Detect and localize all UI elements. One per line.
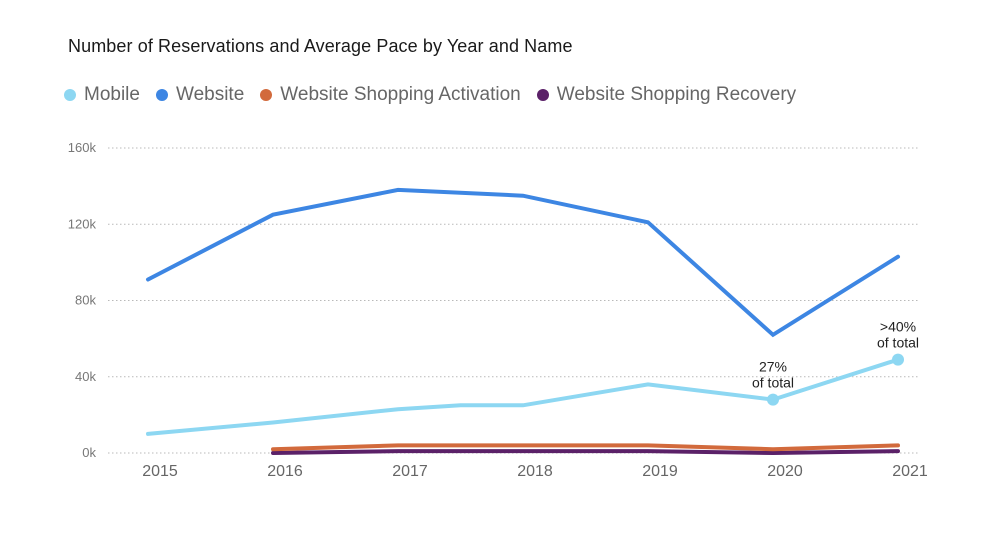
series-line-website xyxy=(146,187,900,338)
y-tick-label: 160k xyxy=(68,140,97,155)
legend: Mobile Website Website Shopping Activati… xyxy=(64,84,812,106)
x-tick-label: 2018 xyxy=(517,463,553,480)
chart-title: Number of Reservations and Average Pace … xyxy=(68,36,573,56)
legend-item-mobile: Mobile xyxy=(64,84,140,106)
y-tick-label: 120k xyxy=(68,216,97,231)
series-line-website-shopping-activation xyxy=(271,443,900,452)
annotation-label: 27% xyxy=(759,359,787,375)
legend-label-mobile: Mobile xyxy=(84,84,140,105)
x-tick-label: 2017 xyxy=(392,463,428,480)
legend-label-website-shopping-activation: Website Shopping Activation xyxy=(280,84,521,105)
legend-item-website: Website xyxy=(155,84,245,106)
x-tick-label: 2019 xyxy=(642,463,678,480)
x-tick-label: 2015 xyxy=(142,463,178,480)
y-tick-label: 80k xyxy=(75,293,96,308)
data-point-mobile xyxy=(767,393,779,406)
legend-marker-website-shopping-recovery xyxy=(536,89,549,101)
legend-marker-website xyxy=(155,89,168,101)
legend-label-website: Website xyxy=(175,84,245,105)
y-tick-label: 40k xyxy=(75,369,96,384)
legend-marker-website-shopping-activation xyxy=(260,89,273,101)
data-point-mobile xyxy=(892,353,904,366)
series-line-website-shopping-recovery xyxy=(271,449,900,456)
series-line-mobile xyxy=(146,357,900,436)
legend-item-website-shopping-recovery: Website Shopping Recovery xyxy=(536,84,797,106)
x-tick-label: 2016 xyxy=(267,463,303,480)
annotation-label: of total xyxy=(877,335,919,351)
legend-item-website-shopping-activation: Website Shopping Activation xyxy=(260,84,521,106)
annotation-label: >40% xyxy=(880,319,916,335)
x-tick-label: 2021 xyxy=(892,463,928,480)
legend-label-website-shopping-recovery: Website Shopping Recovery xyxy=(556,84,797,105)
y-tick-label: 0k xyxy=(82,445,96,460)
annotation-label: of total xyxy=(752,375,794,391)
x-tick-label: 2020 xyxy=(767,463,803,480)
legend-marker-mobile xyxy=(64,89,76,101)
